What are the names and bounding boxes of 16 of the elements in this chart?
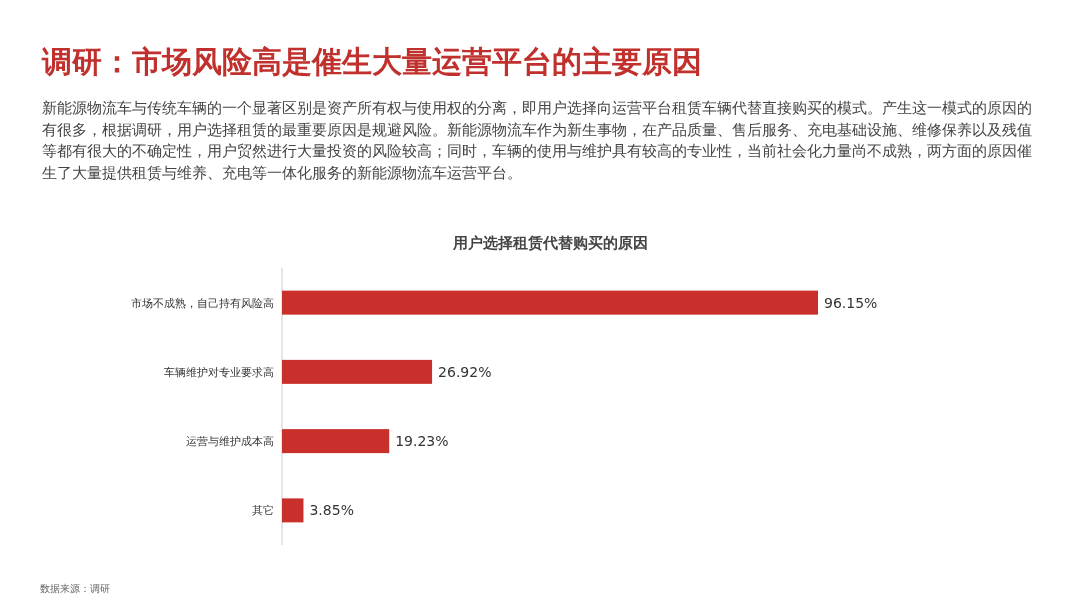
bar: [282, 429, 390, 454]
bar: [282, 498, 304, 523]
text: 新能源物流车与传统车辆的一个显著区别是资产所有权与使用权的分离，即用户选择向运营平台租赁车辆代替直接购买的模式。产生这一模式的原因的有很多，根据调研，用户选择租赁的最重要原因是规避风险。新能源物流车作为新生事物，在产品质量、售后服务、充电基础设施、维修保养以及残值等都有很大的不确定性，用户贸然进行大量投资的风险较高；同时，车辆的使用与维护具有较高的专业性，当前社会化力量尚不成熟，两方面的原因催生了大量提供租赁与维养、充电等一体化服务的新能源物流车运营平台。: [42, 98, 1033, 184]
chart-title: 调研：市场风险高是催生大量运营平台的主要原因: [42, 43, 702, 81]
data-label: 26.92%: [438, 363, 492, 380]
chart-subtitle: 用户选择租赁代替购买的原因: [451, 234, 648, 252]
data-label: 19.23%: [395, 433, 449, 450]
bar: [282, 359, 433, 384]
y-tick-label: 运营与维护成本高: [186, 435, 274, 449]
data-label: 3.85%: [309, 502, 354, 519]
y-tick-label: 其它: [252, 504, 274, 518]
y-tick-label: 市场不成熟，自己持有风险高: [131, 296, 274, 310]
bar: [282, 290, 818, 315]
y-tick-label: 车辆维护对专业要求高: [164, 365, 274, 379]
source-note: 数据来源：调研: [40, 582, 110, 596]
data-label: 96.15%: [824, 294, 878, 311]
